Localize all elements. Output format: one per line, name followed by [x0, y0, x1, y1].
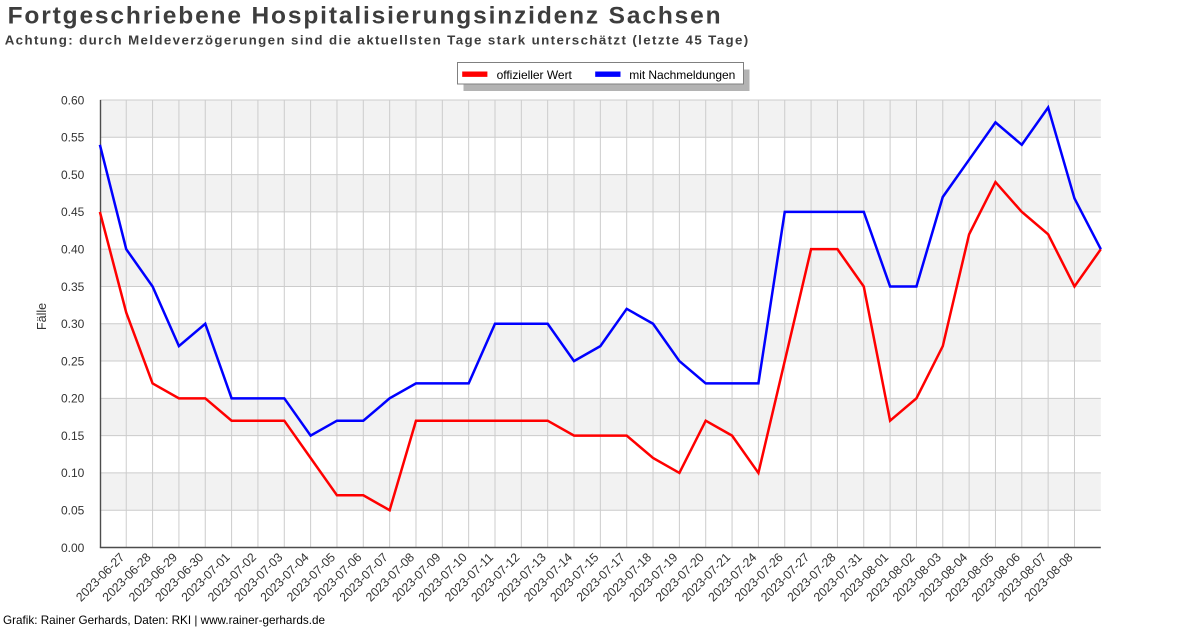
svg-text:0.35: 0.35	[61, 280, 85, 294]
svg-text:0.10: 0.10	[61, 466, 85, 480]
svg-text:0.00: 0.00	[61, 541, 85, 555]
svg-text:0.60: 0.60	[61, 93, 85, 107]
svg-text:0.45: 0.45	[61, 205, 85, 219]
svg-text:Fälle: Fälle	[35, 303, 49, 330]
svg-text:0.55: 0.55	[61, 131, 85, 145]
svg-text:Fortgeschriebene Hospitalisier: Fortgeschriebene Hospitalisierungsinzide…	[8, 3, 721, 30]
svg-text:0.30: 0.30	[61, 317, 85, 331]
svg-text:Grafik: Rainer Gerhards, Daten: Grafik: Rainer Gerhards, Daten: RKI | ww…	[3, 614, 325, 627]
svg-text:mit Nachmeldungen: mit Nachmeldungen	[629, 68, 735, 82]
svg-text:0.40: 0.40	[61, 242, 85, 256]
svg-text:0.05: 0.05	[61, 504, 85, 518]
svg-text:0.15: 0.15	[61, 429, 85, 443]
svg-text:0.50: 0.50	[61, 168, 85, 182]
svg-text:0.25: 0.25	[61, 354, 85, 368]
svg-text:offizieller Wert: offizieller Wert	[497, 68, 573, 82]
svg-text:Achtung: durch Meldeverzögerun: Achtung: durch Meldeverzögerungen sind d…	[5, 33, 748, 48]
svg-text:0.20: 0.20	[61, 392, 85, 406]
